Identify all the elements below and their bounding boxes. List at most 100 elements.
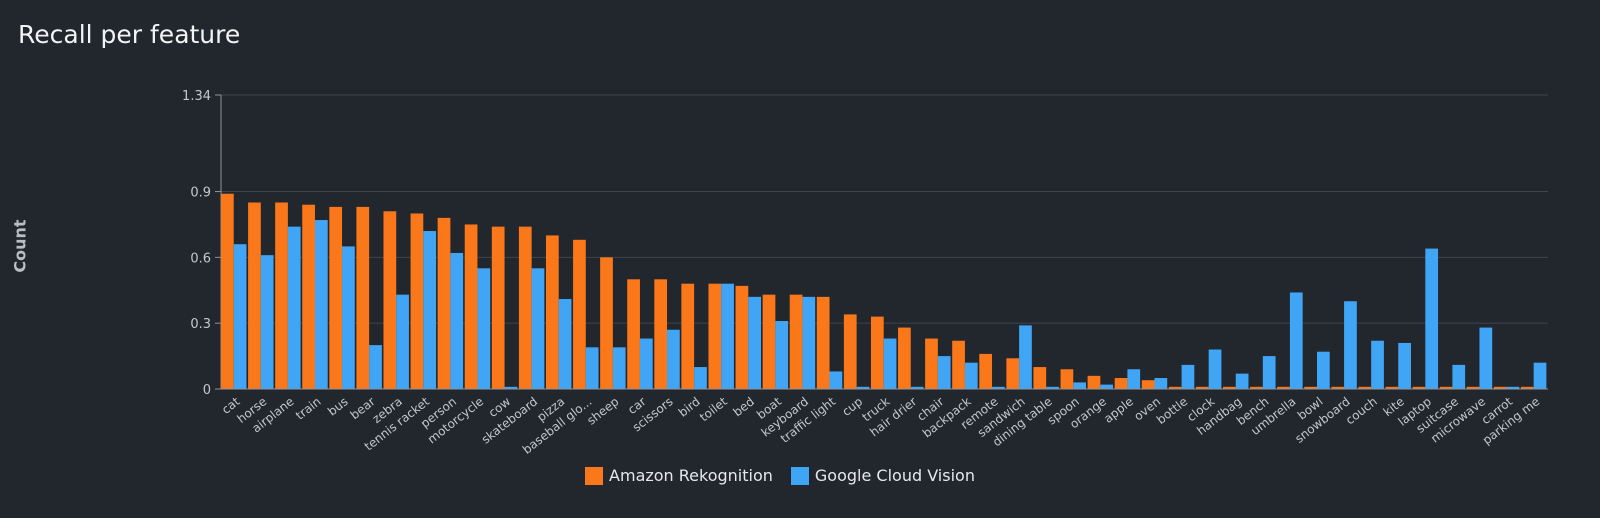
bar-amazon-rekognition[interactable] [221, 193, 234, 389]
bar-amazon-rekognition[interactable] [870, 316, 884, 389]
bar-amazon-rekognition[interactable] [681, 283, 695, 389]
bar-amazon-rekognition[interactable] [464, 224, 478, 389]
bar-google-cloud-vision[interactable] [829, 371, 843, 389]
bar-amazon-rekognition[interactable] [1520, 386, 1534, 389]
bar-google-cloud-vision[interactable] [1452, 364, 1466, 389]
bar-amazon-rekognition[interactable] [275, 202, 288, 389]
bar-amazon-rekognition[interactable] [925, 338, 938, 389]
bar-amazon-rekognition[interactable] [1087, 375, 1101, 389]
bar-google-cloud-vision[interactable] [1425, 248, 1439, 389]
bar-google-cloud-vision[interactable] [504, 386, 518, 389]
bar-amazon-rekognition[interactable] [1304, 386, 1317, 389]
bar-google-cloud-vision[interactable] [1289, 292, 1303, 389]
bar-google-cloud-vision[interactable] [450, 252, 464, 389]
bar-amazon-rekognition[interactable] [898, 327, 911, 389]
bar-amazon-rekognition[interactable] [1195, 386, 1209, 389]
bar-amazon-rekognition[interactable] [545, 235, 559, 389]
bar-amazon-rekognition[interactable] [1223, 386, 1236, 389]
bar-google-cloud-vision[interactable] [775, 320, 789, 389]
bar-google-cloud-vision[interactable] [1506, 386, 1520, 389]
bar-amazon-rekognition[interactable] [1114, 378, 1128, 389]
bar-google-cloud-vision[interactable] [1262, 356, 1276, 389]
bar-amazon-rekognition[interactable] [816, 296, 830, 389]
bar-google-cloud-vision[interactable] [694, 367, 707, 389]
bar-amazon-rekognition[interactable] [491, 226, 505, 389]
bar-google-cloud-vision[interactable] [531, 268, 545, 389]
bar-google-cloud-vision[interactable] [1100, 384, 1114, 389]
bar-google-cloud-vision[interactable] [964, 362, 978, 389]
bar-google-cloud-vision[interactable] [1073, 382, 1086, 389]
bar-amazon-rekognition[interactable] [1439, 386, 1453, 389]
bar-google-cloud-vision[interactable] [1235, 373, 1249, 389]
bar-google-cloud-vision[interactable] [558, 299, 572, 389]
bar-google-cloud-vision[interactable] [639, 338, 653, 389]
bar-amazon-rekognition[interactable] [410, 213, 424, 389]
bar-amazon-rekognition[interactable] [762, 294, 776, 389]
bar-amazon-rekognition[interactable] [302, 204, 315, 389]
bar-google-cloud-vision[interactable] [748, 296, 762, 389]
bar-google-cloud-vision[interactable] [1316, 351, 1330, 389]
bar-amazon-rekognition[interactable] [1277, 386, 1290, 389]
bar-amazon-rekognition[interactable] [1358, 386, 1372, 389]
bar-google-cloud-vision[interactable] [992, 386, 1005, 389]
bar-google-cloud-vision[interactable] [314, 220, 328, 389]
bar-amazon-rekognition[interactable] [654, 279, 668, 389]
bar-amazon-rekognition[interactable] [1385, 386, 1399, 389]
bar-amazon-rekognition[interactable] [518, 226, 532, 389]
bar-google-cloud-vision[interactable] [1398, 342, 1411, 389]
bar-amazon-rekognition[interactable] [735, 285, 749, 389]
bar-amazon-rekognition[interactable] [437, 217, 451, 389]
bar-google-cloud-vision[interactable] [1019, 325, 1032, 389]
bar-amazon-rekognition[interactable] [1331, 386, 1345, 389]
bar-google-cloud-vision[interactable] [910, 386, 924, 389]
bar-amazon-rekognition[interactable] [789, 294, 803, 389]
bar-amazon-rekognition[interactable] [1250, 386, 1263, 389]
bar-google-cloud-vision[interactable] [883, 338, 897, 389]
bar-google-cloud-vision[interactable] [937, 356, 951, 389]
bar-google-cloud-vision[interactable] [233, 244, 247, 389]
bar-amazon-rekognition[interactable] [573, 239, 586, 389]
bar-amazon-rekognition[interactable] [1006, 358, 1020, 389]
bar-google-cloud-vision[interactable] [612, 347, 626, 389]
bar-google-cloud-vision[interactable] [342, 246, 355, 389]
bar-amazon-rekognition[interactable] [952, 340, 965, 389]
bar-google-cloud-vision[interactable] [802, 296, 816, 389]
bar-google-cloud-vision[interactable] [1181, 364, 1195, 389]
bar-google-cloud-vision[interactable] [1344, 301, 1357, 389]
bar-google-cloud-vision[interactable] [856, 386, 870, 389]
bar-google-cloud-vision[interactable] [423, 231, 437, 389]
bar-google-cloud-vision[interactable] [1479, 327, 1493, 389]
bar-amazon-rekognition[interactable] [1168, 386, 1182, 389]
bar-amazon-rekognition[interactable] [708, 283, 722, 389]
bar-amazon-rekognition[interactable] [248, 202, 261, 389]
bar-google-cloud-vision[interactable] [667, 329, 680, 389]
bar-amazon-rekognition[interactable] [627, 279, 640, 389]
bar-amazon-rekognition[interactable] [1412, 386, 1426, 389]
bar-google-cloud-vision[interactable] [287, 226, 301, 389]
bar-amazon-rekognition[interactable] [843, 314, 857, 389]
bar-amazon-rekognition[interactable] [1033, 367, 1047, 389]
bar-amazon-rekognition[interactable] [1493, 386, 1507, 389]
bar-amazon-rekognition[interactable] [1141, 380, 1155, 389]
bar-google-cloud-vision[interactable] [721, 283, 734, 389]
bar-google-cloud-vision[interactable] [1371, 340, 1384, 389]
bar-google-cloud-vision[interactable] [585, 347, 599, 389]
bar-amazon-rekognition[interactable] [383, 211, 397, 389]
bar-google-cloud-vision[interactable] [1533, 362, 1547, 389]
legend-item-google[interactable]: Google Cloud Vision [790, 466, 975, 485]
bar-amazon-rekognition[interactable] [1466, 386, 1480, 389]
bar-google-cloud-vision[interactable] [1154, 378, 1168, 389]
bar-amazon-rekognition[interactable] [1060, 369, 1074, 389]
bar-amazon-rekognition[interactable] [979, 353, 993, 389]
legend-item-amazon[interactable]: Amazon Rekognition [585, 466, 773, 485]
bar-google-cloud-vision[interactable] [396, 294, 409, 389]
bar-google-cloud-vision[interactable] [1046, 386, 1059, 389]
bar-google-cloud-vision[interactable] [477, 268, 491, 389]
bar-amazon-rekognition[interactable] [600, 257, 613, 389]
bar-amazon-rekognition[interactable] [356, 206, 370, 389]
bar-google-cloud-vision[interactable] [369, 345, 382, 389]
bar-amazon-rekognition[interactable] [329, 206, 343, 389]
bar-google-cloud-vision[interactable] [1208, 349, 1222, 389]
bar-google-cloud-vision[interactable] [260, 255, 274, 389]
bar-google-cloud-vision[interactable] [1127, 369, 1141, 389]
